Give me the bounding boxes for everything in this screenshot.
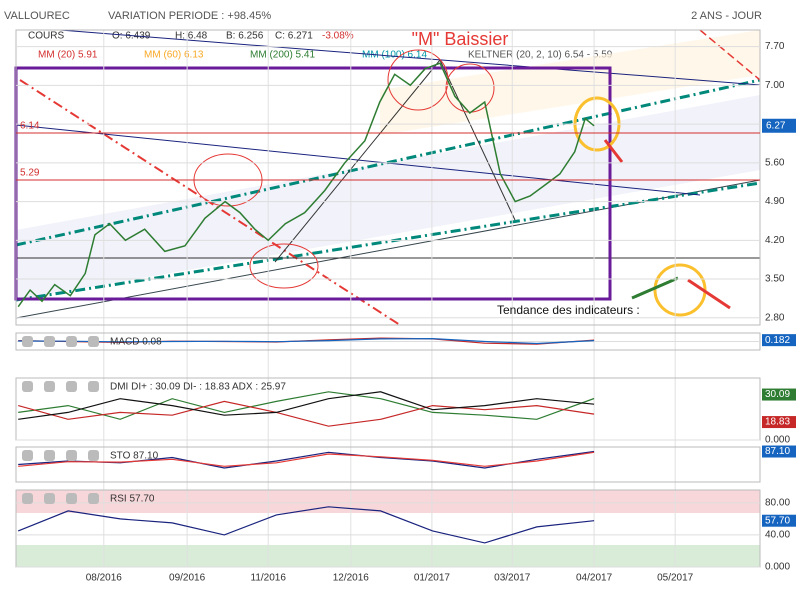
quote-low: B: 6.256 [226,31,264,42]
tool-icon [66,381,77,392]
last-label: 18.83 [765,417,790,428]
last-box [762,334,796,347]
x-tick-label: 03/2017 [494,573,531,584]
tool-icon [22,450,33,461]
y-tick-label: 0.000 [765,435,790,446]
series-line [18,391,595,420]
last-box [762,118,796,133]
quote-label: COURS [28,31,64,42]
period: 2 ANS - JOUR [691,10,762,22]
y-tick-label: 7.70 [765,41,785,52]
indicator: MM (200) 5.41 [250,50,315,61]
y-tick-label: 80.00 [765,497,790,508]
tool-icon [66,450,77,461]
y-tick-label: 4.90 [765,196,785,207]
tool-icon [44,336,55,347]
channel [16,95,760,300]
tool-icon [88,336,99,347]
symbol: VALLOUREC [4,10,70,22]
tool-icon [66,336,77,347]
chart-title: "M" Baissier [412,29,509,49]
tool-icon [22,381,33,392]
last-label: 6.27 [766,120,786,131]
last-box [762,388,796,401]
y-tick-label: 4.20 [765,235,785,246]
tool-icon [44,493,55,504]
series-line [18,451,595,467]
series-line [18,400,595,427]
x-tick-label: 01/2017 [414,573,451,584]
tool-icon [44,381,55,392]
indicator: MM (60) 6.13 [144,50,204,61]
m-pattern [439,59,516,221]
panel-title: STO 87.10 [110,451,159,462]
x-tick-label: 11/2016 [251,573,287,584]
oversold-zone [16,545,760,567]
series-line [17,62,595,308]
y-tick-label: 0.000 [765,562,790,573]
tool-icon [22,493,33,504]
m-pattern [274,59,441,263]
tool-icon [88,450,99,461]
y-tick-label: 40.00 [765,530,790,541]
y-tick-label: 7.00 [765,80,785,91]
last-label: 57.70 [765,515,790,526]
last-box [762,514,796,527]
circle [249,243,319,289]
panel-title: RSI 57.70 [110,494,155,505]
indicator: KELTNER (20, 2, 10) 6.54 - 5.59 [468,50,613,61]
level-label: 6.14 [20,121,40,132]
panel [15,29,761,326]
last-box [762,416,796,429]
panel [15,446,761,483]
y-tick-label: 5.60 [765,157,785,168]
panel-title: DMI DI+ : 30.09 DI- : 18.83 ADX : 25.97 [110,382,286,393]
quote-open: O: 6.439 [112,31,151,42]
quote-high: H: 6.48 [175,31,208,42]
last-label: 30.09 [765,389,790,400]
series-line [18,391,595,420]
y-tick-label: 2.80 [765,312,785,323]
x-tick-label: 08/2016 [86,573,123,584]
tool-icon [88,493,99,504]
x-tick-label: 09/2016 [169,573,206,584]
last-label: 0.182 [765,335,790,346]
trend [59,29,761,86]
level-label: 5.29 [20,168,40,179]
y-tick-label: 3.50 [765,274,785,285]
tool-icon [44,450,55,461]
arrow [603,139,624,163]
x-tick-label: 04/2017 [576,573,613,584]
x-tick-label: 12/2016 [333,573,370,584]
overbought-zone [16,490,760,513]
arrow [687,278,731,310]
trend [699,29,761,81]
last-label: 87.10 [765,446,790,457]
indicator: MM (100) 6.14 [362,50,427,61]
series-line [18,337,595,345]
quote-close: C: 6.271 [275,31,313,42]
arrow [631,276,679,300]
tool-icon [88,381,99,392]
quote-change: -3.08% [322,31,354,42]
panel-title: MACD 0.08 [110,337,162,348]
tool-icon [22,336,33,347]
variation: VARIATION PERIODE : +98.45% [108,10,271,22]
indicator: MM (20) 5.91 [38,50,98,61]
last-box [762,445,796,458]
tool-icon [66,493,77,504]
annotation: Tendance des indicateurs : [497,303,640,317]
series-line [17,506,595,544]
x-tick-label: 05/2017 [657,573,694,584]
trend [15,181,761,302]
